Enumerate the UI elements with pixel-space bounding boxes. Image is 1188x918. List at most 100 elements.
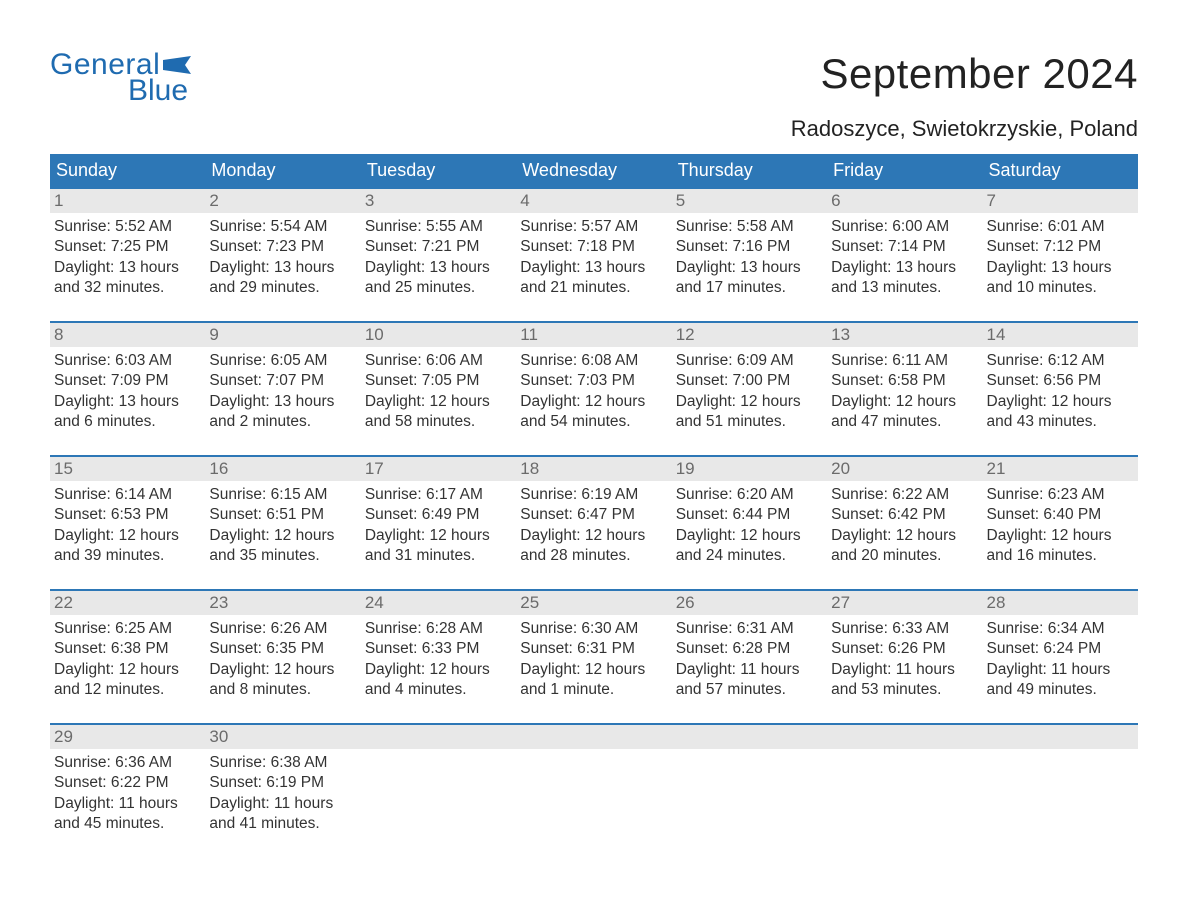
sunrise-line: Sunrise: 6:28 AM bbox=[365, 619, 512, 639]
calendar-day: 18Sunrise: 6:19 AMSunset: 6:47 PMDayligh… bbox=[516, 457, 671, 575]
daylight-line: Daylight: 13 hours and 6 minutes. bbox=[54, 392, 201, 433]
daylight-line: Daylight: 12 hours and 12 minutes. bbox=[54, 660, 201, 701]
calendar-day: 5Sunrise: 5:58 AMSunset: 7:16 PMDaylight… bbox=[672, 189, 827, 307]
daylight-line: Daylight: 11 hours and 53 minutes. bbox=[831, 660, 978, 701]
sunrise-line: Sunrise: 6:30 AM bbox=[520, 619, 667, 639]
day-number: 20 bbox=[827, 457, 982, 481]
sunset-line: Sunset: 7:05 PM bbox=[365, 371, 512, 391]
daylight-line: Daylight: 12 hours and 39 minutes. bbox=[54, 526, 201, 567]
day-details: Sunrise: 6:26 AMSunset: 6:35 PMDaylight:… bbox=[205, 615, 360, 705]
daylight-line: Daylight: 12 hours and 4 minutes. bbox=[365, 660, 512, 701]
sunset-line: Sunset: 7:12 PM bbox=[987, 237, 1134, 257]
daylight-line: Daylight: 11 hours and 57 minutes. bbox=[676, 660, 823, 701]
sunset-line: Sunset: 6:26 PM bbox=[831, 639, 978, 659]
sunrise-line: Sunrise: 6:14 AM bbox=[54, 485, 201, 505]
title-block: September 2024 bbox=[820, 50, 1138, 98]
sunset-line: Sunset: 7:16 PM bbox=[676, 237, 823, 257]
calendar-empty bbox=[361, 725, 516, 843]
daylight-line: Daylight: 11 hours and 49 minutes. bbox=[987, 660, 1134, 701]
calendar-week: 15Sunrise: 6:14 AMSunset: 6:53 PMDayligh… bbox=[50, 455, 1138, 575]
sunrise-line: Sunrise: 5:57 AM bbox=[520, 217, 667, 237]
sunset-line: Sunset: 6:47 PM bbox=[520, 505, 667, 525]
weekday-wed: Wednesday bbox=[516, 154, 671, 187]
sunrise-line: Sunrise: 6:20 AM bbox=[676, 485, 823, 505]
daylight-line: Daylight: 12 hours and 43 minutes. bbox=[987, 392, 1134, 433]
day-details: Sunrise: 6:08 AMSunset: 7:03 PMDaylight:… bbox=[516, 347, 671, 437]
day-number: 29 bbox=[50, 725, 205, 749]
sunset-line: Sunset: 7:09 PM bbox=[54, 371, 201, 391]
day-number: 15 bbox=[50, 457, 205, 481]
calendar-day: 10 Sunrise: 6:06 AMSunset: 7:05 PMDayligh… bbox=[361, 323, 516, 441]
weekday-sat: Saturday bbox=[983, 154, 1138, 187]
day-details: Sunrise: 6:22 AMSunset: 6:42 PMDaylight:… bbox=[827, 481, 982, 571]
calendar-week: 1Sunrise: 5:52 AMSunset: 7:25 PMDaylight… bbox=[50, 187, 1138, 307]
calendar-day: 26Sunrise: 6:31 AMSunset: 6:28 PMDayligh… bbox=[672, 591, 827, 709]
day-details: Sunrise: 6:28 AMSunset: 6:33 PMDaylight:… bbox=[361, 615, 516, 705]
day-number: 2 bbox=[205, 189, 360, 213]
calendar-day: 24Sunrise: 6:28 AMSunset: 6:33 PMDayligh… bbox=[361, 591, 516, 709]
day-number: 24 bbox=[361, 591, 516, 615]
calendar-day: 6Sunrise: 6:00 AMSunset: 7:14 PMDaylight… bbox=[827, 189, 982, 307]
calendar-day: 13Sunrise: 6:11 AMSunset: 6:58 PMDayligh… bbox=[827, 323, 982, 441]
day-number: 11 bbox=[516, 323, 671, 347]
sunset-line: Sunset: 7:21 PM bbox=[365, 237, 512, 257]
daylight-line: Daylight: 12 hours and 20 minutes. bbox=[831, 526, 978, 567]
day-number-empty bbox=[672, 725, 827, 749]
sunset-line: Sunset: 7:03 PM bbox=[520, 371, 667, 391]
day-details: Sunrise: 6:33 AMSunset: 6:26 PMDaylight:… bbox=[827, 615, 982, 705]
sunrise-line: Sunrise: 6:31 AM bbox=[676, 619, 823, 639]
sunset-line: Sunset: 7:18 PM bbox=[520, 237, 667, 257]
sunset-line: Sunset: 6:49 PM bbox=[365, 505, 512, 525]
daylight-line: Daylight: 12 hours and 54 minutes. bbox=[520, 392, 667, 433]
sunrise-line: Sunrise: 6:36 AM bbox=[54, 753, 201, 773]
day-details: Sunrise: 6:11 AMSunset: 6:58 PMDaylight:… bbox=[827, 347, 982, 437]
sunrise-line: Sunrise: 6:15 AM bbox=[209, 485, 356, 505]
calendar-day: 4Sunrise: 5:57 AMSunset: 7:18 PMDaylight… bbox=[516, 189, 671, 307]
day-number: 8 bbox=[50, 323, 205, 347]
daylight-line: Daylight: 12 hours and 8 minutes. bbox=[209, 660, 356, 701]
calendar-week: 29Sunrise: 6:36 AMSunset: 6:22 PMDayligh… bbox=[50, 723, 1138, 843]
calendar-empty bbox=[672, 725, 827, 843]
sunrise-line: Sunrise: 6:17 AM bbox=[365, 485, 512, 505]
calendar-day: 28Sunrise: 6:34 AMSunset: 6:24 PMDayligh… bbox=[983, 591, 1138, 709]
calendar-empty bbox=[983, 725, 1138, 843]
day-number-empty bbox=[827, 725, 982, 749]
daylight-line: Daylight: 12 hours and 35 minutes. bbox=[209, 526, 356, 567]
sunrise-line: Sunrise: 6:01 AM bbox=[987, 217, 1134, 237]
day-number: 22 bbox=[50, 591, 205, 615]
weekday-mon: Monday bbox=[205, 154, 360, 187]
weekday-header: Sunday Monday Tuesday Wednesday Thursday… bbox=[50, 154, 1138, 187]
day-number: 3 bbox=[361, 189, 516, 213]
weekday-tue: Tuesday bbox=[361, 154, 516, 187]
sunrise-line: Sunrise: 6:05 AM bbox=[209, 351, 356, 371]
day-details: Sunrise: 5:58 AMSunset: 7:16 PMDaylight:… bbox=[672, 213, 827, 303]
sunset-line: Sunset: 6:31 PM bbox=[520, 639, 667, 659]
day-details: Sunrise: 6:25 AMSunset: 6:38 PMDaylight:… bbox=[50, 615, 205, 705]
sunrise-line: Sunrise: 6:22 AM bbox=[831, 485, 978, 505]
day-number: 30 bbox=[205, 725, 360, 749]
day-number: 6 bbox=[827, 189, 982, 213]
sunrise-line: Sunrise: 6:06 AM bbox=[365, 351, 512, 371]
sunset-line: Sunset: 7:00 PM bbox=[676, 371, 823, 391]
daylight-line: Daylight: 12 hours and 31 minutes. bbox=[365, 526, 512, 567]
day-details: Sunrise: 6:19 AMSunset: 6:47 PMDaylight:… bbox=[516, 481, 671, 571]
daylight-line: Daylight: 12 hours and 58 minutes. bbox=[365, 392, 512, 433]
day-details: Sunrise: 6:36 AMSunset: 6:22 PMDaylight:… bbox=[50, 749, 205, 839]
day-details: Sunrise: 5:55 AMSunset: 7:21 PMDaylight:… bbox=[361, 213, 516, 303]
day-number: 26 bbox=[672, 591, 827, 615]
sunset-line: Sunset: 7:23 PM bbox=[209, 237, 356, 257]
day-number: 16 bbox=[205, 457, 360, 481]
flag-icon bbox=[163, 50, 191, 68]
sunset-line: Sunset: 6:35 PM bbox=[209, 639, 356, 659]
sunrise-line: Sunrise: 5:55 AM bbox=[365, 217, 512, 237]
sunrise-line: Sunrise: 6:00 AM bbox=[831, 217, 978, 237]
day-number: 10 bbox=[361, 323, 516, 347]
calendar-day: 1Sunrise: 5:52 AMSunset: 7:25 PMDaylight… bbox=[50, 189, 205, 307]
day-details: Sunrise: 6:03 AMSunset: 7:09 PMDaylight:… bbox=[50, 347, 205, 437]
day-number: 4 bbox=[516, 189, 671, 213]
day-number: 28 bbox=[983, 591, 1138, 615]
calendar-day: 2Sunrise: 5:54 AMSunset: 7:23 PMDaylight… bbox=[205, 189, 360, 307]
day-number: 12 bbox=[672, 323, 827, 347]
brand-logo: General Blue bbox=[50, 50, 191, 106]
daylight-line: Daylight: 12 hours and 16 minutes. bbox=[987, 526, 1134, 567]
